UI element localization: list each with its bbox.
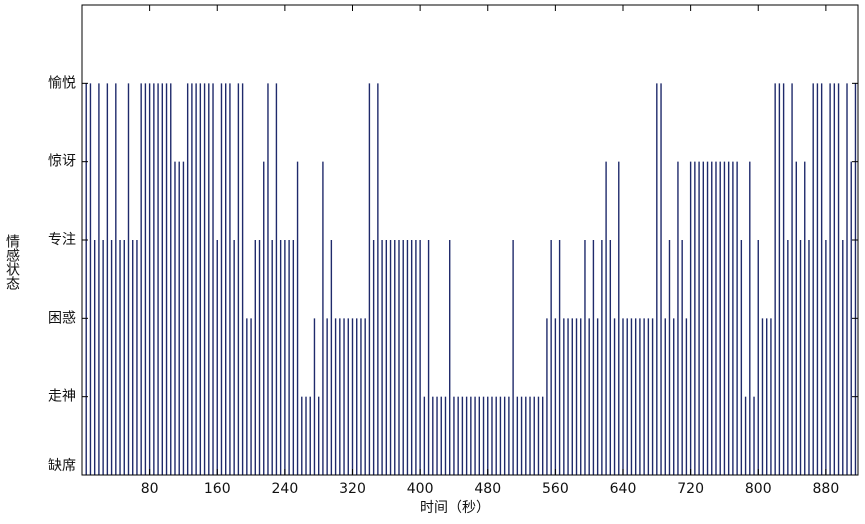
x-tick-label: 80 (141, 481, 159, 497)
y-tick-label: 困惑 (48, 310, 76, 326)
y-tick-label: 专注 (48, 232, 76, 248)
x-tick-label: 560 (542, 481, 569, 497)
y-tick-label: 走神 (48, 389, 76, 405)
y-tick-label: 缺席 (48, 458, 76, 474)
y-tick-label: 愉悦 (48, 75, 76, 91)
x-tick-label: 400 (407, 481, 434, 497)
x-tick-label: 480 (474, 481, 501, 497)
x-tick-label: 800 (745, 481, 772, 497)
x-tick-label: 640 (610, 481, 637, 497)
x-tick-label: 160 (204, 481, 231, 497)
x-tick-label: 880 (813, 481, 840, 497)
x-tick-label: 240 (272, 481, 299, 497)
x-tick-label: 320 (339, 481, 366, 497)
x-axis-label: 时间（秒） (420, 500, 490, 516)
y-axis-label: 情感状态 (4, 234, 20, 290)
x-tick-label: 720 (677, 481, 704, 497)
y-tick-label: 惊讶 (48, 154, 76, 170)
